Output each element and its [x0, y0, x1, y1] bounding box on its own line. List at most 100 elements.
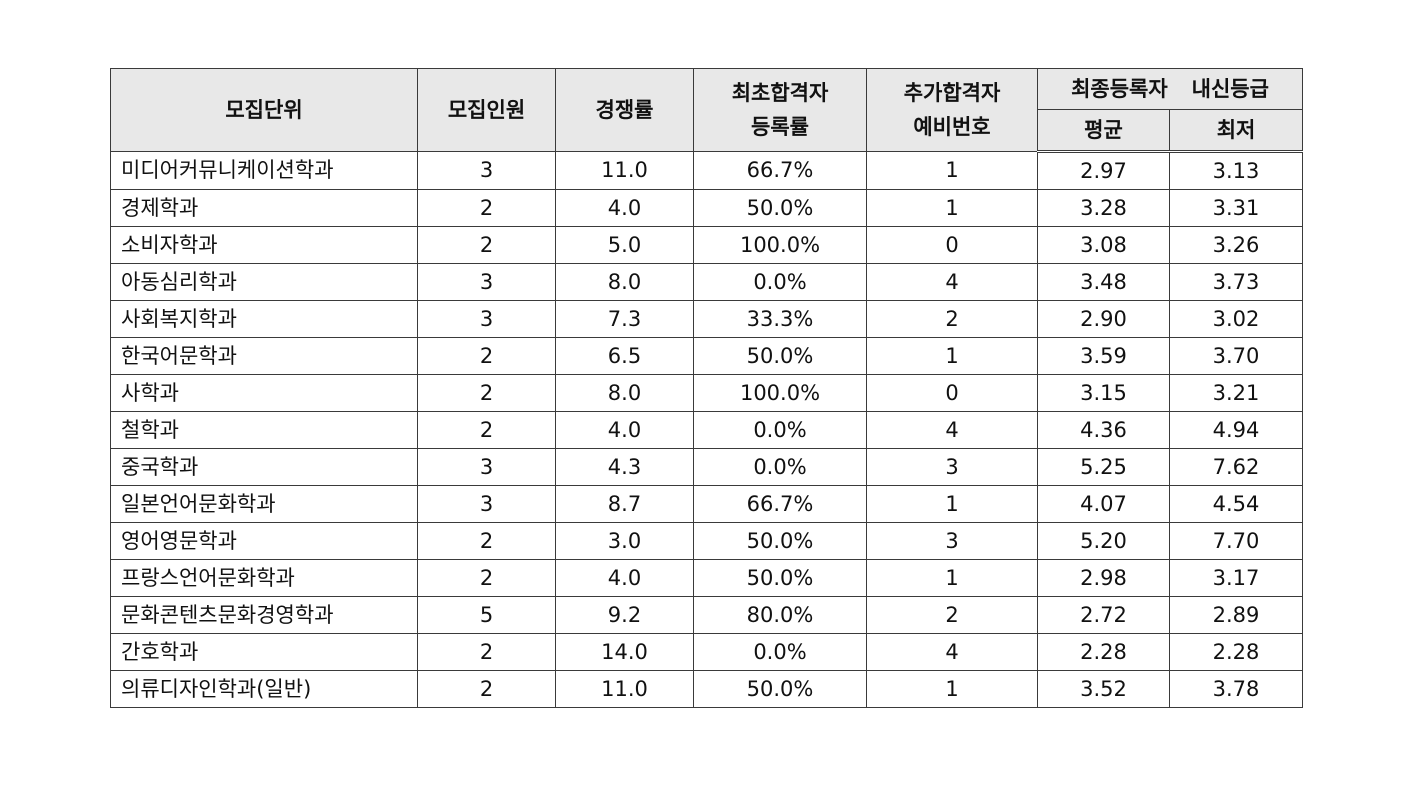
cell-competition: 7.3	[555, 300, 694, 338]
cell-competition: 4.0	[555, 411, 694, 449]
cell-first-registration: 33.3%	[693, 300, 867, 338]
table-row: 경제학과 2 4.0 50.0% 1 3.28 3.31	[110, 189, 1304, 227]
cell-grade-average: 3.08	[1037, 226, 1170, 264]
table-row: 아동심리학과 3 8.0 0.0% 4 3.48 3.73	[110, 263, 1304, 301]
cell-unit: 소비자학과	[110, 226, 418, 264]
cell-first-registration: 50.0%	[693, 670, 867, 708]
cell-quota: 3	[417, 300, 556, 338]
cell-waitlist: 1	[866, 559, 1038, 597]
cell-grade-minimum: 3.70	[1168, 337, 1304, 375]
cell-grade-average: 5.20	[1037, 522, 1170, 560]
table-body: 미디어커뮤니케이션학과 3 11.0 66.7% 1 2.97 3.13 경제학과 2 4.0 5…	[110, 151, 1304, 708]
admissions-results-table: 모집단위 모집인원 경쟁률 최초합격자 등록률 추가합격자 예비번호 최종등록자…	[110, 68, 1304, 708]
cell-quota: 3	[417, 485, 556, 523]
cell-grade-average: 3.28	[1037, 189, 1170, 227]
table-row: 의류디자인학과(일반) 2 11.0 50.0% 1 3.52 3.78	[110, 670, 1304, 708]
cell-first-registration: 100.0%	[693, 226, 867, 264]
header-first-registration: 최초합격자 등록률	[693, 68, 867, 152]
cell-quota: 2	[417, 633, 556, 671]
table-header: 모집단위 모집인원 경쟁률 최초합격자 등록률 추가합격자 예비번호 최종등록자…	[110, 68, 1304, 153]
cell-grade-minimum: 7.62	[1168, 448, 1304, 486]
header-waitlist-line1: 추가합격자	[903, 81, 1001, 105]
cell-grade-average: 2.97	[1037, 151, 1170, 190]
table-row: 영어영문학과 2 3.0 50.0% 3 5.20 7.70	[110, 522, 1304, 560]
cell-waitlist: 1	[866, 151, 1038, 190]
table-row: 철학과 2 4.0 0.0% 4 4.36 4.94	[110, 411, 1304, 449]
cell-unit: 프랑스언어문화학과	[110, 559, 418, 597]
cell-unit: 중국학과	[110, 448, 418, 486]
cell-grade-minimum: 3.73	[1168, 263, 1304, 301]
header-row-1: 모집단위 모집인원 경쟁률 최초합격자 등록률 추가합격자 예비번호 최종등록자…	[110, 68, 1304, 152]
table-row: 미디어커뮤니케이션학과 3 11.0 66.7% 1 2.97 3.13	[110, 151, 1304, 190]
cell-grade-minimum: 2.28	[1168, 633, 1304, 671]
table-row: 한국어문학과 2 6.5 50.0% 1 3.59 3.70	[110, 337, 1304, 375]
header-waitlist: 추가합격자 예비번호	[866, 68, 1038, 152]
cell-waitlist: 4	[866, 263, 1038, 301]
cell-waitlist: 1	[866, 485, 1038, 523]
cell-grade-minimum: 4.94	[1168, 411, 1304, 449]
cell-competition: 11.0	[555, 670, 694, 708]
cell-unit: 사학과	[110, 374, 418, 412]
cell-quota: 2	[417, 189, 556, 227]
header-waitlist-line2: 예비번호	[913, 115, 991, 139]
header-row-2: 평균 최저	[111, 109, 1304, 153]
cell-first-registration: 0.0%	[693, 633, 867, 671]
cell-waitlist: 1	[866, 337, 1038, 375]
cell-grade-minimum: 3.13	[1168, 151, 1304, 190]
cell-unit: 아동심리학과	[110, 263, 418, 301]
cell-grade-minimum: 3.26	[1168, 226, 1304, 264]
header-unit: 모집단위	[110, 68, 418, 152]
table-row: 간호학과 2 14.0 0.0% 4 2.28 2.28	[110, 633, 1304, 671]
cell-grade-minimum: 3.31	[1168, 189, 1304, 227]
cell-competition: 14.0	[555, 633, 694, 671]
cell-competition: 8.0	[555, 374, 694, 412]
cell-waitlist: 2	[866, 596, 1038, 634]
table-row: 프랑스언어문화학과 2 4.0 50.0% 1 2.98 3.17	[110, 559, 1304, 597]
cell-waitlist: 3	[866, 522, 1038, 560]
cell-competition: 8.0	[555, 263, 694, 301]
cell-grade-minimum: 3.21	[1168, 374, 1304, 412]
cell-quota: 2	[417, 337, 556, 375]
cell-quota: 2	[417, 374, 556, 412]
cell-grade-average: 3.15	[1037, 374, 1170, 412]
cell-waitlist: 4	[866, 633, 1038, 671]
cell-competition: 4.0	[555, 559, 694, 597]
cell-first-registration: 66.7%	[693, 485, 867, 523]
cell-quota: 2	[417, 226, 556, 264]
header-quota: 모집인원	[417, 68, 556, 152]
header-competition: 경쟁률	[555, 68, 694, 152]
header-grade-minimum: 최저	[1168, 109, 1304, 153]
cell-first-registration: 80.0%	[693, 596, 867, 634]
cell-unit: 문화콘텐츠문화경영학과	[110, 596, 418, 634]
header-first-registration-line2: 등록률	[751, 115, 809, 139]
cell-unit: 경제학과	[110, 189, 418, 227]
cell-grade-average: 2.90	[1037, 300, 1170, 338]
cell-grade-average: 5.25	[1037, 448, 1170, 486]
cell-first-registration: 100.0%	[693, 374, 867, 412]
cell-first-registration: 0.0%	[693, 448, 867, 486]
cell-grade-minimum: 3.17	[1168, 559, 1304, 597]
cell-quota: 3	[417, 151, 556, 190]
cell-grade-average: 2.28	[1037, 633, 1170, 671]
cell-waitlist: 1	[866, 670, 1038, 708]
cell-first-registration: 0.0%	[693, 263, 867, 301]
cell-waitlist: 4	[866, 411, 1038, 449]
table-row: 일본언어문화학과 3 8.7 66.7% 1 4.07 4.54	[110, 485, 1304, 523]
cell-quota: 2	[417, 670, 556, 708]
cell-unit: 영어영문학과	[110, 522, 418, 560]
cell-grade-minimum: 3.02	[1168, 300, 1304, 338]
cell-unit: 일본언어문화학과	[110, 485, 418, 523]
cell-grade-minimum: 4.54	[1168, 485, 1304, 523]
cell-first-registration: 50.0%	[693, 559, 867, 597]
header-grade-group: 최종등록자 내신등급	[1036, 68, 1304, 110]
cell-first-registration: 50.0%	[693, 189, 867, 227]
cell-competition: 3.0	[555, 522, 694, 560]
cell-grade-average: 2.98	[1037, 559, 1170, 597]
cell-quota: 3	[417, 263, 556, 301]
cell-competition: 9.2	[555, 596, 694, 634]
cell-competition: 11.0	[555, 151, 694, 190]
cell-quota: 2	[417, 559, 556, 597]
table-row: 소비자학과 2 5.0 100.0% 0 3.08 3.26	[110, 226, 1304, 264]
cell-waitlist: 1	[866, 189, 1038, 227]
cell-grade-average: 4.36	[1037, 411, 1170, 449]
